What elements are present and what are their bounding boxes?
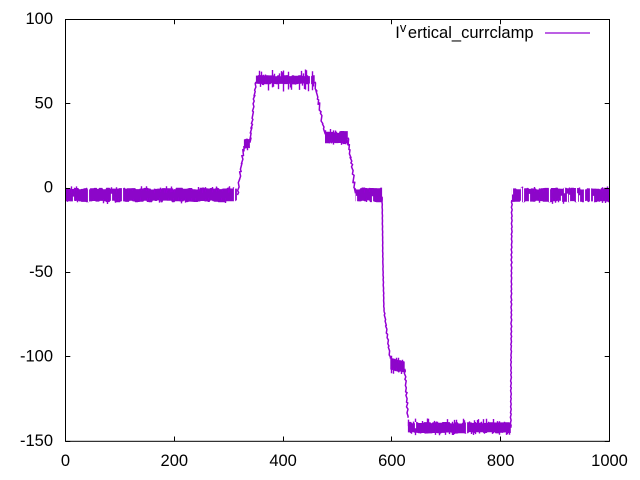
svg-text:1000: 1000: [591, 452, 628, 470]
svg-text:600: 600: [378, 452, 406, 470]
svg-text:800: 800: [487, 452, 515, 470]
svg-text:50: 50: [35, 94, 53, 112]
svg-text:-150: -150: [20, 432, 53, 450]
svg-text:400: 400: [269, 452, 297, 470]
svg-text:0: 0: [61, 452, 70, 470]
svg-text:100: 100: [25, 10, 53, 28]
svg-text:200: 200: [161, 452, 189, 470]
svg-text:0: 0: [44, 179, 53, 197]
svg-text:Ivertical_currclamp: Ivertical_currclamp: [395, 20, 533, 42]
svg-text:-100: -100: [20, 347, 53, 365]
svg-text:-50: -50: [29, 263, 53, 281]
